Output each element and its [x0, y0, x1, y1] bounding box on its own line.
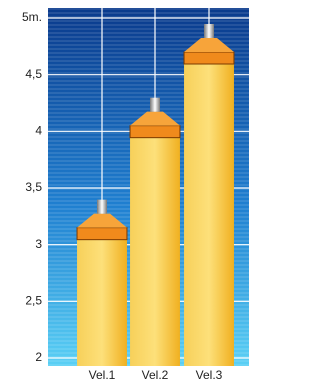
pencil — [184, 24, 234, 366]
y-tick-label: 2 — [35, 350, 42, 364]
x-tick-label: Vel.2 — [142, 368, 169, 382]
pencil-band — [130, 126, 180, 138]
y-tick-label: 4,5 — [25, 67, 42, 81]
x-tick-label: Vel.3 — [196, 368, 223, 382]
y-tick-label: 3 — [35, 237, 42, 251]
bar — [130, 126, 180, 366]
pencil — [130, 98, 180, 366]
x-tick-label: Vel.1 — [89, 368, 116, 382]
y-tick-label: 2,5 — [25, 294, 42, 308]
bar — [77, 228, 127, 366]
bar — [184, 52, 234, 366]
pencil-eraser — [150, 98, 160, 112]
y-tick-label: 5m. — [22, 10, 42, 24]
y-tick-label: 3,5 — [25, 180, 42, 194]
pencil — [77, 200, 127, 366]
pencil-eraser — [97, 200, 107, 214]
y-tick-label: 4 — [35, 124, 42, 138]
pencil-eraser — [204, 24, 214, 38]
pencil-band — [184, 52, 234, 64]
pencil-band — [77, 228, 127, 240]
chart: 2 2,5 3 3,5 4 4,5 5m. Vel.1 Vel.2 Vel.3 — [0, 0, 249, 383]
